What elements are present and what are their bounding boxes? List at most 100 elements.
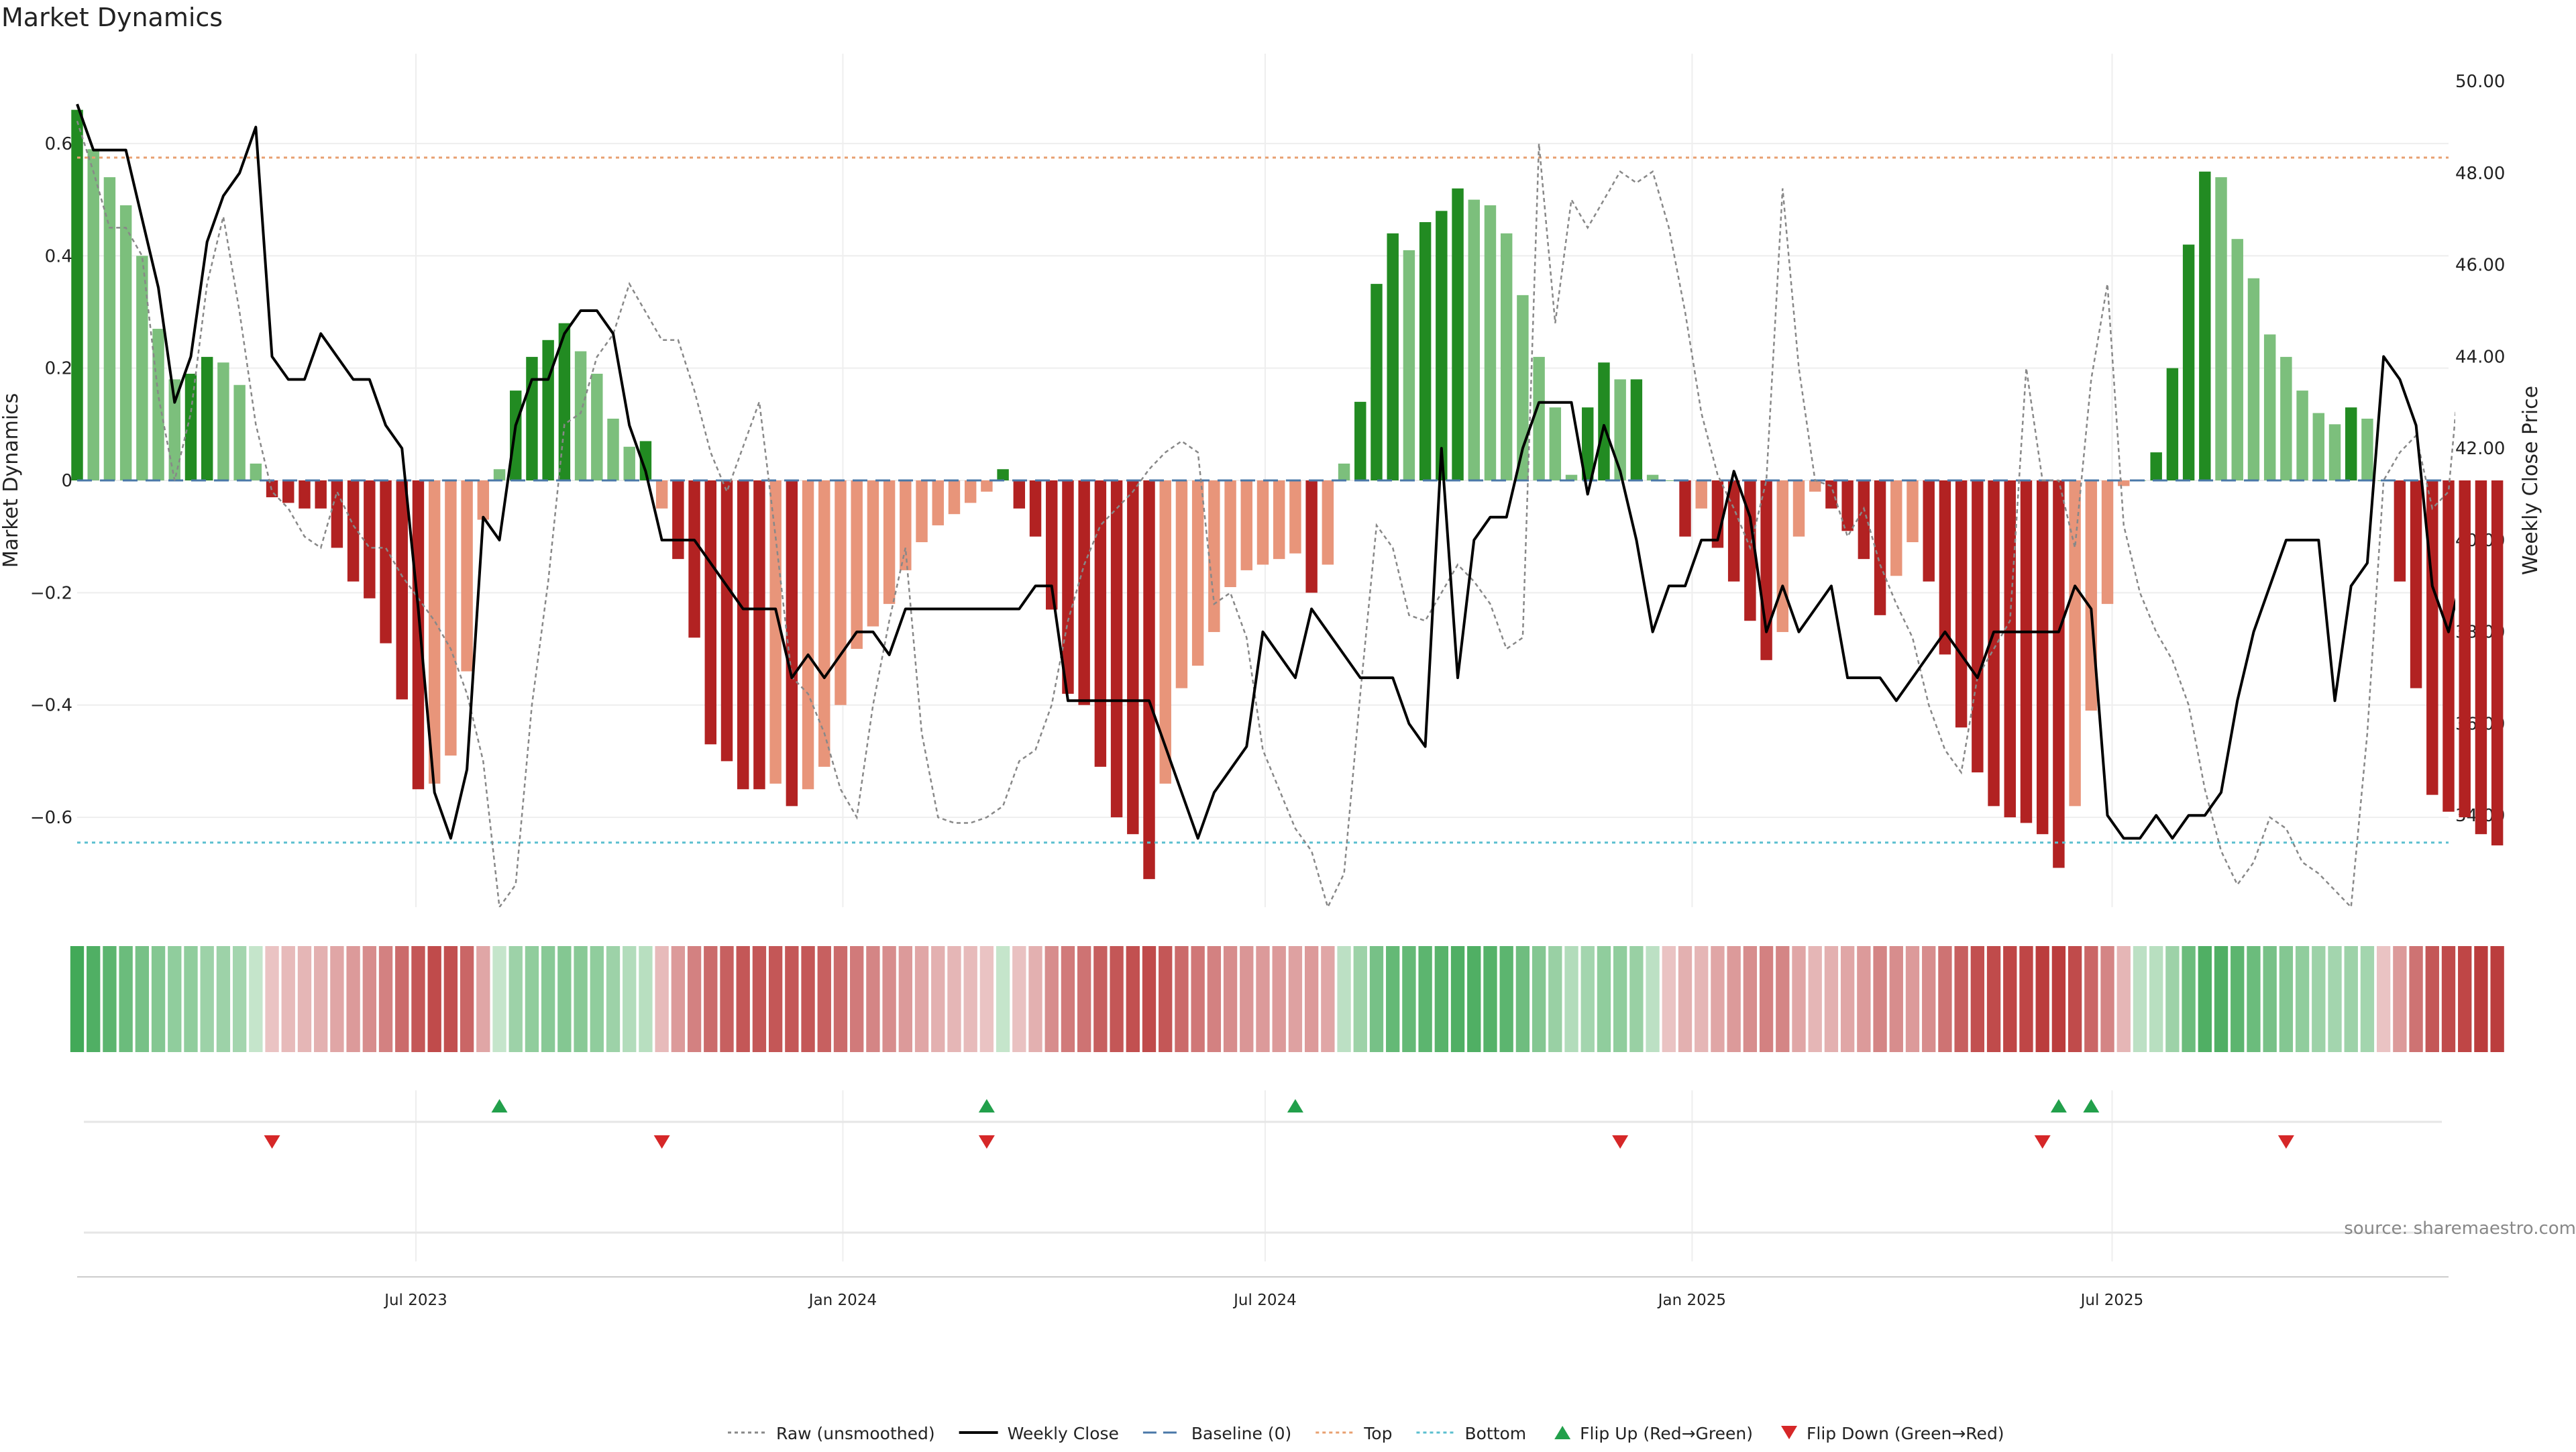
regime-strip-cell (1353, 946, 1367, 1052)
x-tick-label: Jan 2024 (808, 1292, 877, 1309)
legend-label: Baseline (0) (1191, 1424, 1291, 1443)
regime-strip-cell (330, 946, 344, 1052)
momentum-bar (2182, 244, 2195, 480)
regime-strip-cell (362, 946, 376, 1052)
y-axis-label-right: Weekly Close Price (2519, 386, 2542, 575)
momentum-bar (184, 374, 197, 480)
regime-strip-cell (1678, 946, 1693, 1052)
momentum-bar (299, 480, 311, 509)
legend-swatch-flip-up (1554, 1426, 1571, 1439)
regime-strip-cell (963, 946, 977, 1052)
momentum-bar (201, 356, 213, 480)
momentum-bar (1289, 480, 1301, 554)
regime-strip-cell (281, 946, 295, 1052)
momentum-bar (1744, 480, 1756, 621)
momentum-bar (1907, 480, 1919, 543)
momentum-bar (2312, 413, 2325, 480)
legend-label: Raw (unsmoothed) (776, 1424, 935, 1443)
momentum-bar (1939, 480, 1951, 655)
regime-strip-cell (1369, 946, 1384, 1052)
flip-down-marker (978, 1135, 995, 1149)
regime-strip-cell (87, 946, 101, 1052)
regime-strip-cell (216, 946, 231, 1052)
regime-strip-cell (2003, 946, 2017, 1052)
regime-strip-cell (655, 946, 669, 1052)
momentum-bar (1955, 480, 1968, 728)
momentum-bar (2296, 391, 2308, 480)
momentum-bar (2020, 480, 2033, 823)
y-tick-label-right: 44.00 (2455, 347, 2505, 367)
regime-strip-cell (1548, 946, 1562, 1052)
regime-strip-cell (1695, 946, 1709, 1052)
regime-strip-cell (1727, 946, 1741, 1052)
momentum-bar (136, 256, 148, 480)
regime-strip-cell (1646, 946, 1660, 1052)
momentum-bar (71, 109, 83, 480)
momentum-bar (2263, 334, 2276, 480)
legend-label: Bottom (1464, 1424, 1526, 1443)
momentum-bar (233, 384, 246, 480)
weekly-close-line (76, 103, 2455, 840)
regime-strip-cell (2279, 946, 2294, 1052)
flip-up-marker (978, 1099, 995, 1112)
regime-strip-cell (297, 946, 312, 1052)
regime-strip-cell (2458, 946, 2472, 1052)
page-title: Market Dynamics (1, 3, 223, 32)
regime-strip-cell (2231, 946, 2245, 1052)
momentum-bar (119, 205, 132, 480)
momentum-bar (623, 446, 635, 480)
regime-strip-cell (2116, 946, 2131, 1052)
regime-strip-cell (2360, 946, 2375, 1052)
momentum-bar (851, 480, 863, 650)
momentum-bar (672, 480, 684, 560)
regime-strip-cell (184, 946, 198, 1052)
regime-strip-cell (671, 946, 686, 1052)
momentum-bar (396, 480, 408, 700)
regime-strip-cell (898, 946, 912, 1052)
momentum-bar (315, 480, 327, 509)
raw-series-line (76, 121, 2455, 907)
flip-up-marker (2050, 1099, 2067, 1112)
regime-strip-cell (914, 946, 929, 1052)
regime-strip-cell (1499, 946, 1513, 1052)
flip-up-marker (2083, 1099, 2100, 1112)
regime-strip-cell (1905, 946, 1920, 1052)
momentum-bar (1679, 480, 1691, 537)
momentum-bar (1208, 480, 1220, 632)
momentum-bar (347, 480, 360, 582)
regime-strip-cell (1467, 946, 1481, 1052)
momentum-bar (2443, 480, 2455, 812)
regime-strip-cell (1126, 946, 1140, 1052)
regime-strip-cell (1256, 946, 1270, 1052)
y-tick-label-right: 50.00 (2455, 72, 2505, 92)
regime-strip-cell (1970, 946, 1985, 1052)
flip-down-marker (2277, 1135, 2294, 1149)
regime-strip-cell (623, 946, 637, 1052)
regime-strip-cell (2409, 946, 2423, 1052)
regime-strip-cell (346, 946, 360, 1052)
momentum-bar (1923, 480, 1935, 582)
momentum-bar (1841, 480, 1854, 531)
momentum-bar (802, 480, 814, 790)
momentum-bar (2004, 480, 2016, 818)
momentum-bar (1646, 474, 1659, 480)
flip-up-marker (491, 1099, 508, 1112)
y-tick-label-left: 0.6 (45, 134, 72, 154)
x-tick-label: Jul 2023 (383, 1292, 447, 1309)
momentum-bar (1988, 480, 2000, 807)
y-tick-label-left: 0 (61, 471, 72, 491)
momentum-bar (1191, 480, 1204, 666)
momentum-bar (591, 374, 603, 480)
momentum-bar (688, 480, 700, 638)
y-tick-label-right: 42.00 (2455, 439, 2505, 459)
momentum-bar (639, 441, 652, 480)
momentum-bar (1484, 205, 1497, 480)
momentum-bar (542, 340, 554, 480)
momentum-bar (981, 480, 993, 492)
momentum-bar (1436, 211, 1448, 480)
regime-strip-cell (2328, 946, 2342, 1052)
regime-strip-cell (1954, 946, 1968, 1052)
momentum-bar (1582, 407, 1594, 480)
regime-strip-cell (1207, 946, 1222, 1052)
